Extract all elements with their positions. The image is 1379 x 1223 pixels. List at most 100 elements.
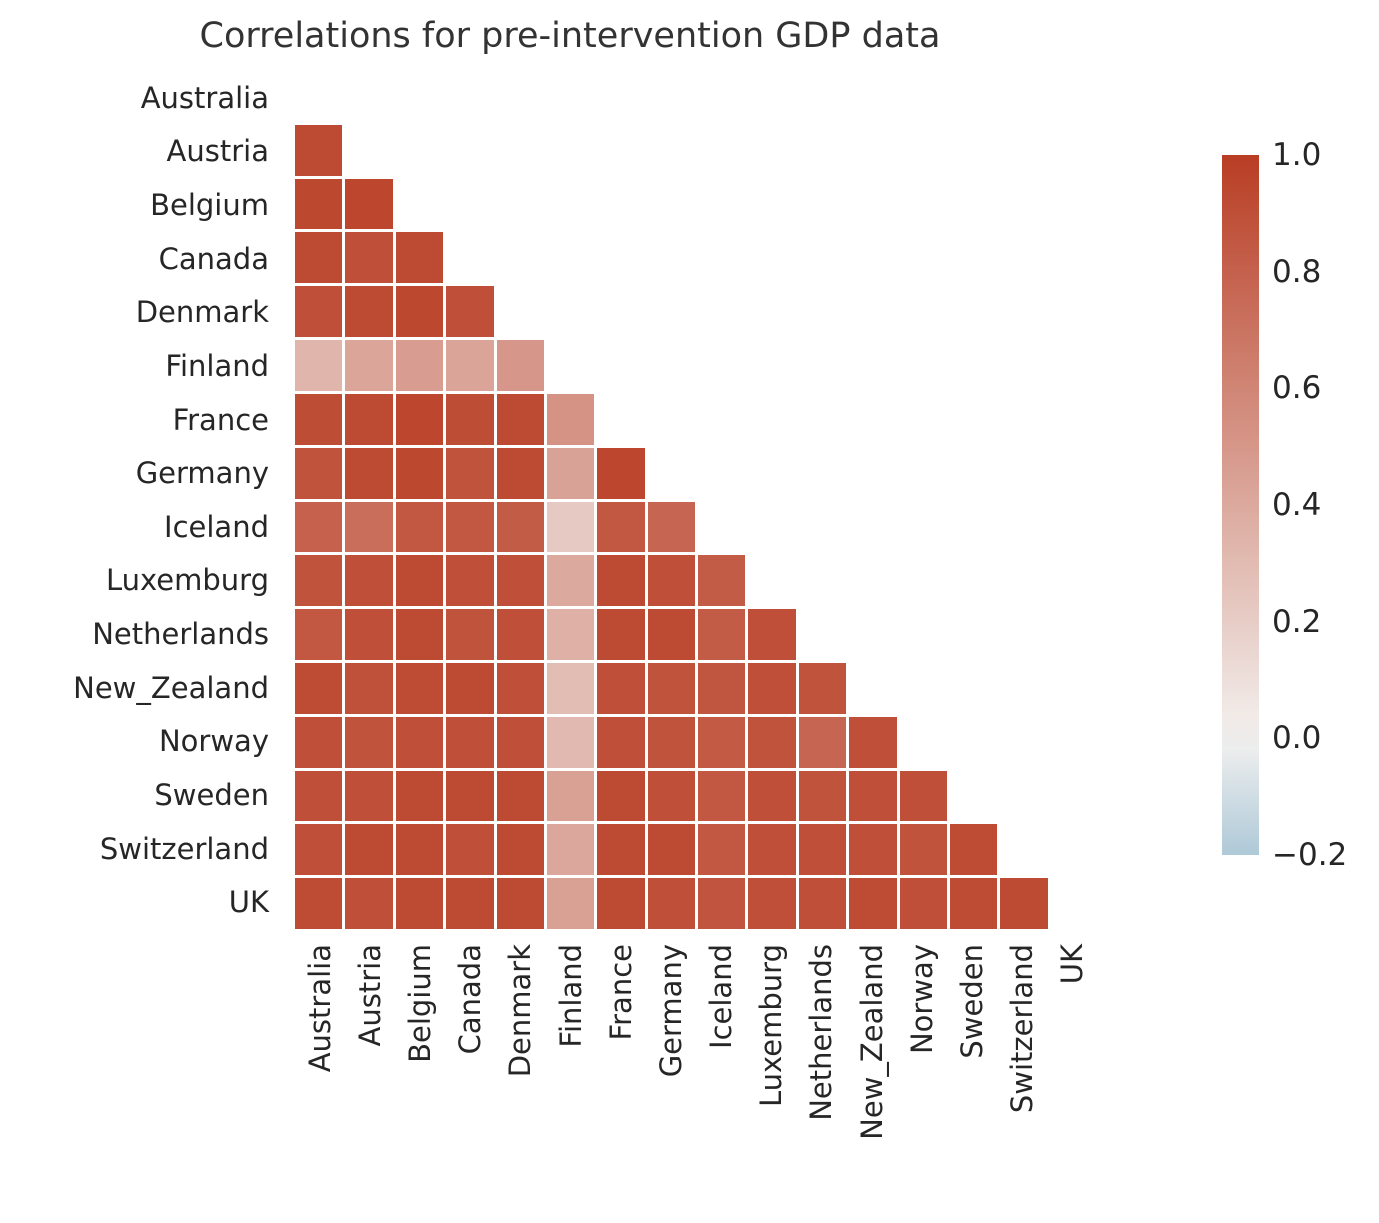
heatmap-cell bbox=[647, 662, 695, 714]
heatmap-cell bbox=[295, 286, 343, 338]
heatmap-cell bbox=[496, 824, 544, 876]
heatmap-cell bbox=[395, 340, 444, 391]
y-axis-label-new_zealand: New_Zealand bbox=[73, 670, 269, 705]
heatmap-cell bbox=[698, 555, 746, 607]
x-axis-label-slot: Belgium bbox=[395, 944, 445, 1214]
heatmap-cell bbox=[597, 447, 645, 499]
colorbar-tick-label: 1.0 bbox=[1272, 137, 1322, 173]
heatmap-cell bbox=[295, 340, 343, 391]
heatmap-cell bbox=[446, 716, 494, 768]
x-axis-label-slot: Norway bbox=[897, 944, 947, 1214]
heatmap-cell bbox=[899, 824, 947, 876]
y-axis-label-norway: Norway bbox=[158, 724, 269, 759]
heatmap-cell bbox=[496, 555, 544, 607]
y-axis-label-belgium: Belgium bbox=[150, 188, 269, 223]
y-axis-label-finland: Finland bbox=[165, 348, 269, 383]
x-axis-label-slot: Australia bbox=[295, 944, 345, 1214]
heatmap-cell bbox=[345, 447, 393, 499]
x-axis-label-iceland: Iceland bbox=[704, 944, 739, 1049]
heatmap-cell bbox=[446, 555, 494, 607]
x-axis-label-slot: Iceland bbox=[697, 944, 747, 1214]
heatmap-cell bbox=[798, 770, 847, 822]
colorbar-tick-label: 0.0 bbox=[1272, 720, 1322, 757]
heatmap-cell bbox=[395, 609, 444, 660]
x-axis-label-sweden: Sweden bbox=[955, 944, 990, 1059]
heatmap-cell bbox=[496, 770, 544, 822]
heatmap-cell bbox=[395, 824, 444, 876]
heatmap-cell bbox=[395, 878, 444, 929]
heatmap-cell bbox=[748, 662, 796, 714]
heatmap-cell bbox=[395, 662, 444, 714]
heatmap-cell bbox=[798, 662, 847, 714]
heatmap-cell bbox=[345, 340, 393, 391]
heatmap-cell bbox=[546, 716, 595, 768]
x-axis-label-slot: New_Zealand bbox=[847, 944, 897, 1214]
heatmap-grid bbox=[295, 71, 1098, 929]
x-axis-label-luxemburg: Luxemburg bbox=[754, 944, 789, 1107]
heatmap-cell bbox=[798, 824, 847, 876]
heatmap-cell bbox=[798, 716, 847, 768]
y-axis-label-germany: Germany bbox=[135, 456, 269, 491]
x-axis-label-slot: UK bbox=[1048, 944, 1098, 1214]
heatmap-cell bbox=[546, 501, 595, 553]
heatmap-cell bbox=[446, 393, 494, 445]
heatmap-cell bbox=[496, 393, 544, 445]
x-axis-label-netherlands: Netherlands bbox=[804, 944, 839, 1121]
heatmap-cell bbox=[698, 716, 746, 768]
y-axis-label-france: France bbox=[172, 402, 269, 437]
heatmap-cell bbox=[546, 555, 595, 607]
heatmap-cell bbox=[1000, 878, 1048, 929]
heatmap-cell bbox=[748, 770, 796, 822]
x-axis-label-canada: Canada bbox=[453, 944, 488, 1055]
heatmap-cell bbox=[395, 501, 444, 553]
y-axis-label-netherlands: Netherlands bbox=[92, 617, 269, 652]
heatmap-cell bbox=[748, 716, 796, 768]
heatmap-cell bbox=[345, 286, 393, 338]
heatmap-cell bbox=[395, 447, 444, 499]
heatmap-cell bbox=[597, 716, 645, 768]
heatmap-cell bbox=[899, 770, 947, 822]
x-axis-label-belgium: Belgium bbox=[402, 944, 437, 1063]
heatmap-cell bbox=[295, 124, 343, 176]
heatmap-cell bbox=[647, 555, 695, 607]
colorbar-tick-label: 0.2 bbox=[1272, 603, 1322, 640]
heatmap-cell bbox=[949, 824, 998, 876]
x-axis-label-switzerland: Switzerland bbox=[1005, 944, 1040, 1114]
heatmap-cell bbox=[597, 878, 645, 929]
heatmap-cell bbox=[647, 716, 695, 768]
x-axis-label-australia: Australia bbox=[302, 944, 337, 1073]
y-axis-label-australia: Australia bbox=[140, 80, 269, 115]
heatmap-cell bbox=[546, 609, 595, 660]
heatmap-cell bbox=[546, 878, 595, 929]
heatmap-cell bbox=[395, 232, 444, 284]
heatmap-cell bbox=[698, 662, 746, 714]
heatmap-cell bbox=[295, 178, 343, 230]
heatmap-cell bbox=[446, 662, 494, 714]
heatmap-cell bbox=[395, 770, 444, 822]
heatmap-cell bbox=[446, 340, 494, 391]
y-axis-labels: Australia Austria Belgium Canada Denmark Finl… bbox=[0, 71, 283, 929]
heatmap-cell bbox=[295, 716, 343, 768]
heatmap-cell bbox=[345, 501, 393, 553]
heatmap-cell bbox=[899, 878, 947, 929]
heatmap-cell bbox=[345, 878, 393, 929]
heatmap-cell bbox=[647, 878, 695, 929]
heatmap-cell bbox=[345, 770, 393, 822]
x-axis-label-slot: Denmark bbox=[496, 944, 546, 1214]
heatmap-cell bbox=[949, 878, 998, 929]
heatmap-cell bbox=[647, 770, 695, 822]
colorbar bbox=[1222, 155, 1259, 855]
heatmap-cell bbox=[345, 232, 393, 284]
y-axis-label-austria: Austria bbox=[166, 134, 269, 169]
heatmap-cell bbox=[295, 609, 343, 660]
colorbar-tick-label: −0.2 bbox=[1272, 837, 1348, 873]
heatmap-cell bbox=[597, 555, 645, 607]
heatmap-cell bbox=[849, 878, 897, 929]
y-axis-label-sweden: Sweden bbox=[154, 777, 269, 812]
heatmap-cell bbox=[295, 770, 343, 822]
x-axis-label-finland: Finland bbox=[553, 944, 588, 1048]
heatmap-cell bbox=[345, 824, 393, 876]
heatmap-cell bbox=[446, 447, 494, 499]
heatmap-cell bbox=[446, 501, 494, 553]
